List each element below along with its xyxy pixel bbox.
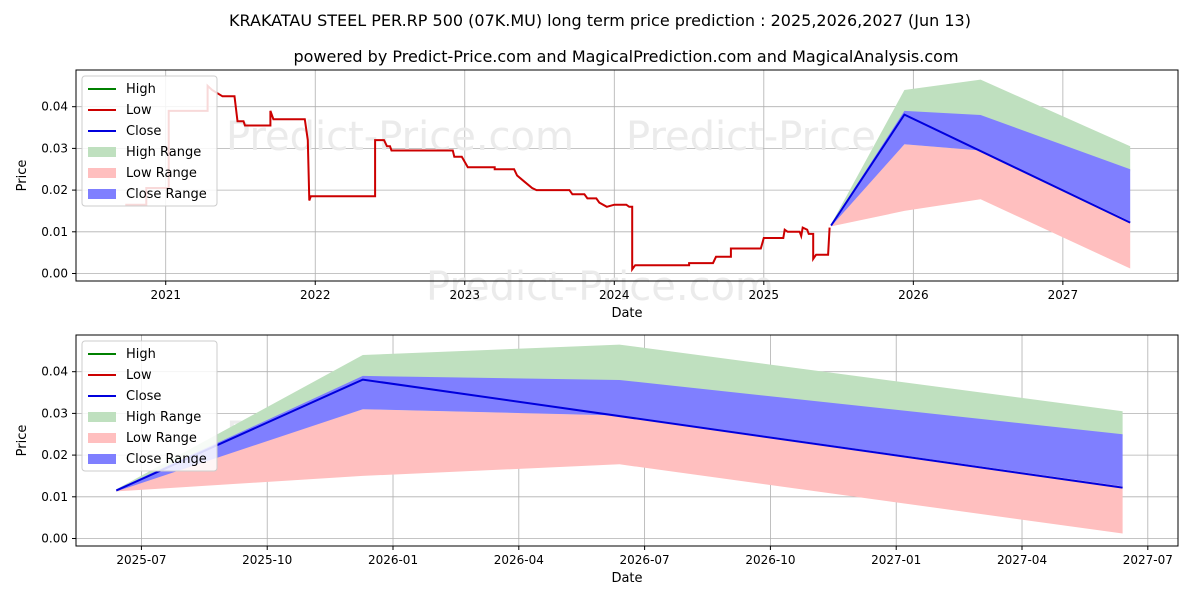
legend-label: Close Range	[126, 187, 207, 202]
y-tick-label: 0.04	[41, 365, 68, 379]
legend-label: High	[126, 82, 156, 97]
bottom-chart-panel: Predict-Price.comPredict-Price.com2025-0…	[15, 334, 1179, 586]
legend-label: Low	[126, 103, 152, 118]
low-range-band	[831, 144, 1131, 269]
y-tick-label: 0.00	[41, 531, 68, 545]
top-chart-panel: Predict-Price.com Predict-Price.comPredic…	[15, 69, 1179, 321]
x-tick-label: 2026-07	[620, 553, 670, 567]
y-tick-label: 0.01	[41, 490, 68, 504]
plot-frame	[75, 69, 1179, 282]
legend-swatch-high_range	[88, 412, 116, 422]
x-tick-label: 2027-07	[1123, 553, 1173, 567]
x-tick-label: 2027	[1048, 288, 1079, 302]
chart-title: KRAKATAU STEEL PER.RP 500 (07K.MU) long …	[229, 11, 971, 30]
x-tick-label: 2026-10	[745, 553, 795, 567]
x-tick-label: 2026-01	[368, 553, 418, 567]
y-tick-label: 0.00	[41, 266, 68, 280]
plot-frame	[75, 334, 1179, 547]
legend-swatch-close_range	[88, 454, 116, 464]
watermark-text: Predict-Price.com	[426, 264, 774, 310]
y-axis-label: Price	[15, 425, 30, 457]
legend-label: Close	[126, 124, 161, 139]
y-tick-label: 0.02	[41, 183, 68, 197]
close-range-band	[116, 375, 1123, 492]
legend-label: Low	[126, 368, 152, 383]
legend-label: Close	[126, 389, 161, 404]
legend: High Low Close High Range Low Range Close Ran…	[81, 340, 218, 472]
chart-subtitle: powered by Predict-Price.com and Magical…	[293, 47, 958, 66]
x-tick-label: 2022	[300, 288, 331, 302]
legend-label: Low Range	[126, 431, 197, 446]
legend-label: High	[126, 347, 156, 362]
legend-label: Close Range	[126, 452, 207, 467]
close-range-band	[831, 110, 1131, 227]
x-tick-label: 2025	[749, 288, 780, 302]
x-tick-label: 2024	[599, 288, 630, 302]
legend-swatch-high_range	[88, 147, 116, 157]
y-tick-label: 0.04	[41, 100, 68, 114]
y-tick-label: 0.02	[41, 448, 68, 462]
x-axis-label: Date	[611, 306, 642, 321]
legend-swatch-low_range	[88, 433, 116, 443]
low-price-line	[125, 83, 831, 273]
x-tick-label: 2025-07	[116, 553, 166, 567]
y-axis-label: Price	[15, 160, 30, 192]
x-tick-label: 2023	[449, 288, 480, 302]
x-tick-label: 2026	[898, 288, 929, 302]
legend-label: High Range	[126, 410, 201, 425]
y-tick-label: 0.01	[41, 225, 68, 239]
x-tick-label: 2021	[150, 288, 181, 302]
legend-swatch-close_range	[88, 189, 116, 199]
x-tick-label: 2025-10	[242, 553, 292, 567]
legend-label: High Range	[126, 145, 201, 160]
y-tick-label: 0.03	[41, 406, 68, 420]
legend-swatch-low_range	[88, 168, 116, 178]
low-range-band	[116, 409, 1123, 534]
x-tick-label: 2027-04	[997, 553, 1047, 567]
legend-label: Low Range	[126, 166, 197, 181]
x-axis-label: Date	[611, 571, 642, 586]
close-price-line	[830, 113, 1131, 227]
legend: High Low Close High Range Low Range Close Ran…	[81, 75, 218, 207]
x-tick-label: 2027-01	[871, 553, 921, 567]
y-tick-label: 0.03	[41, 141, 68, 155]
x-tick-label: 2026-04	[494, 553, 544, 567]
watermark-text: Predict-Price.com	[226, 114, 574, 160]
